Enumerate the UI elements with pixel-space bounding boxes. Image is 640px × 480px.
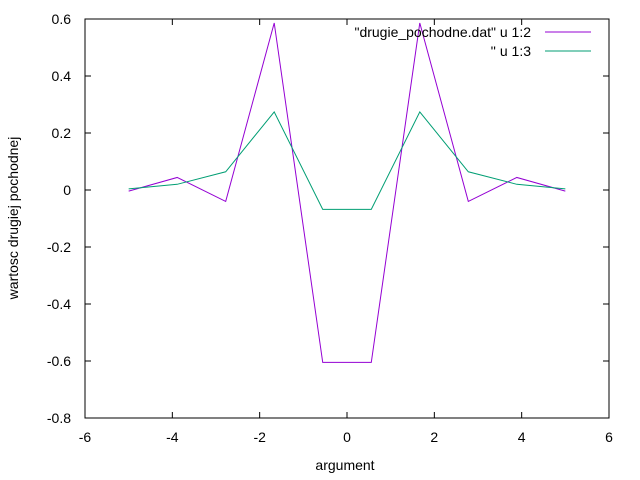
x-tick-label: 2: [430, 429, 438, 445]
y-axis-label: wartosc drugiej pochodnej: [5, 137, 21, 301]
series-group: [128, 22, 566, 363]
legend: "drugie_pochodne.dat" u 1:2 '' u 1:3: [354, 24, 591, 59]
x-tick-label: 6: [605, 429, 613, 445]
y-tick-label: -0.8: [47, 410, 71, 426]
x-axis-label: argument: [315, 457, 374, 473]
x-tick-label: -6: [79, 429, 92, 445]
y-tick-label: 0.4: [52, 68, 72, 84]
tick-group: -6 -4 -2 0 2 4 6 -0.8 -0.6 -0.4 -0.2 0 0.2 0.4 0.6: [47, 11, 613, 445]
legend-label-2: '' u 1:3: [491, 43, 532, 59]
x-tick-label: 0: [343, 429, 351, 445]
legend-label-1: "drugie_pochodne.dat" u 1:2: [354, 24, 531, 40]
y-tick-label: 0.2: [52, 125, 72, 141]
y-tick-label: -0.4: [47, 296, 71, 312]
series-line-1: [128, 22, 566, 363]
x-tick-label: -2: [253, 429, 266, 445]
y-tick-label: -0.2: [47, 239, 71, 255]
y-tick-label: 0.6: [52, 11, 72, 27]
x-tick-label: -4: [166, 429, 179, 445]
plot-frame: [84, 18, 610, 419]
y-tick-label: 0: [63, 182, 71, 198]
series-line-2: [128, 110, 566, 210]
x-tick-label: 4: [518, 429, 526, 445]
y-tick-label: -0.6: [47, 353, 71, 369]
